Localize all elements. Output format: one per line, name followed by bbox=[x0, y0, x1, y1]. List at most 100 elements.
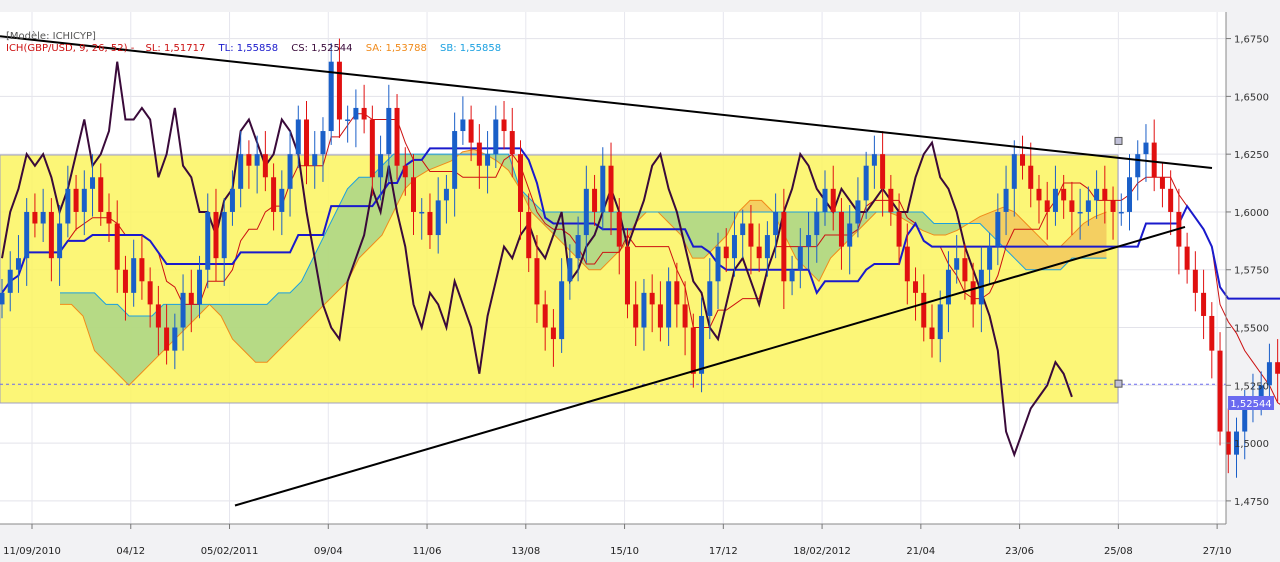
cloud-segment bbox=[336, 188, 348, 293]
candle-body bbox=[443, 188, 449, 201]
candle-body bbox=[871, 154, 877, 166]
descending-trendline[interactable] bbox=[0, 35, 1213, 170]
cloud-segment bbox=[60, 292, 72, 305]
y-tick-label: 1,6500 bbox=[1234, 92, 1269, 103]
last-price-marker: 1,52544 bbox=[1228, 396, 1274, 410]
candle-body bbox=[542, 304, 548, 328]
candle-body bbox=[806, 235, 812, 247]
rectangle-handle-bottom[interactable] bbox=[1114, 379, 1123, 388]
candle-body bbox=[707, 281, 713, 316]
candle-body bbox=[1052, 188, 1058, 212]
candle-body bbox=[164, 327, 170, 351]
candle-body bbox=[172, 327, 178, 351]
cloud-segment bbox=[934, 223, 946, 236]
candle-body bbox=[90, 177, 96, 189]
candle-body bbox=[15, 258, 21, 270]
y-axis: 1,4750 1,5000 1,5250 1,5500 1,5750 1,6000 1,62… bbox=[1225, 12, 1269, 524]
candle-body bbox=[1003, 188, 1009, 212]
y-tick-label: 1,5750 bbox=[1234, 266, 1269, 277]
candle-body bbox=[1201, 292, 1207, 316]
candle-body bbox=[863, 165, 869, 201]
candle-body bbox=[419, 211, 425, 214]
last-price-label: 1,52544 bbox=[1230, 399, 1271, 410]
candle-body bbox=[1217, 350, 1223, 432]
candle-body bbox=[361, 107, 367, 120]
cloud-segment bbox=[324, 211, 336, 305]
candles bbox=[0, 38, 1280, 478]
cloud-segment bbox=[232, 304, 244, 351]
candle-body bbox=[1168, 188, 1174, 212]
candle-body bbox=[411, 177, 416, 212]
candle-body bbox=[715, 246, 721, 282]
candle-body bbox=[106, 211, 112, 224]
y-tick-label: 1,5000 bbox=[1234, 439, 1269, 450]
candle-body bbox=[954, 258, 960, 270]
candle-body bbox=[1077, 211, 1083, 214]
candle-body bbox=[517, 154, 523, 212]
y-tick-label: 1,6750 bbox=[1234, 35, 1269, 46]
candle-body bbox=[740, 223, 746, 236]
candle-body bbox=[888, 188, 894, 212]
legend-line: ICH(GBP/USD, 9, 26, 52) - SL: 1,51717 TL… bbox=[6, 43, 501, 54]
senkou-span-a bbox=[60, 149, 1107, 387]
cloud-segment bbox=[140, 315, 152, 374]
legend-ich: ICH(GBP/USD, 9, 26, 52) - bbox=[6, 43, 135, 54]
candle-body bbox=[764, 235, 770, 259]
candle-body bbox=[641, 292, 647, 328]
candle-body bbox=[254, 154, 260, 166]
cloud-segment bbox=[428, 154, 440, 171]
candle-body bbox=[1044, 200, 1050, 212]
candle-body bbox=[847, 223, 853, 247]
cloud-segment bbox=[750, 200, 762, 212]
x-tick-label: 18/02/2012 bbox=[793, 546, 851, 557]
candle-body bbox=[1118, 211, 1124, 214]
cloud-segment bbox=[83, 292, 95, 351]
candle-body bbox=[221, 211, 227, 259]
candle-body bbox=[402, 165, 408, 178]
candle-body bbox=[682, 304, 688, 328]
model-label: [Modèle: ICHICYP] bbox=[6, 30, 96, 42]
candle-body bbox=[320, 131, 326, 155]
y-tick-label: 1,5250 bbox=[1234, 381, 1269, 392]
candle-body bbox=[1085, 200, 1091, 212]
candle-body bbox=[830, 188, 836, 212]
candle-body bbox=[312, 154, 318, 166]
cloud-segment bbox=[945, 223, 957, 236]
x-tick-label: 09/04 bbox=[314, 546, 343, 557]
candle-body bbox=[460, 119, 466, 132]
candle-body bbox=[57, 223, 63, 259]
cloud-segment bbox=[911, 211, 923, 231]
candle-body bbox=[229, 188, 235, 212]
candle-body bbox=[147, 281, 153, 305]
cloud-segment bbox=[94, 292, 106, 363]
candle-body bbox=[723, 246, 729, 259]
candle-body bbox=[921, 292, 927, 328]
range-rectangle[interactable] bbox=[0, 154, 1119, 404]
rectangle-handle-top[interactable] bbox=[1114, 136, 1123, 145]
x-tick-label: 15/10 bbox=[610, 546, 639, 557]
cloud-segment bbox=[255, 304, 267, 363]
candle-body bbox=[65, 188, 71, 224]
candle-body bbox=[1143, 142, 1149, 155]
candle-body bbox=[657, 304, 663, 328]
candle-body bbox=[188, 292, 194, 305]
ascending-trendline[interactable] bbox=[234, 226, 1186, 507]
x-tick-label: 05/02/2011 bbox=[201, 546, 259, 557]
candle-body bbox=[485, 154, 491, 166]
legend-cs: CS: 1,52544 bbox=[291, 43, 352, 54]
cloud-segment bbox=[1014, 211, 1026, 270]
candle-body bbox=[1242, 408, 1248, 432]
candle-body bbox=[213, 211, 219, 259]
candle-body bbox=[1159, 177, 1165, 189]
trendlines[interactable] bbox=[0, 35, 1213, 507]
candle-body bbox=[880, 154, 886, 189]
candle-body bbox=[674, 281, 680, 305]
candle-body bbox=[1192, 269, 1198, 293]
cloud-segment bbox=[370, 165, 382, 247]
candle-body bbox=[493, 119, 499, 155]
candle-body bbox=[987, 246, 993, 270]
senkou-span-b bbox=[60, 153, 1107, 317]
candle-body bbox=[838, 211, 844, 247]
candle-body bbox=[1094, 188, 1100, 201]
